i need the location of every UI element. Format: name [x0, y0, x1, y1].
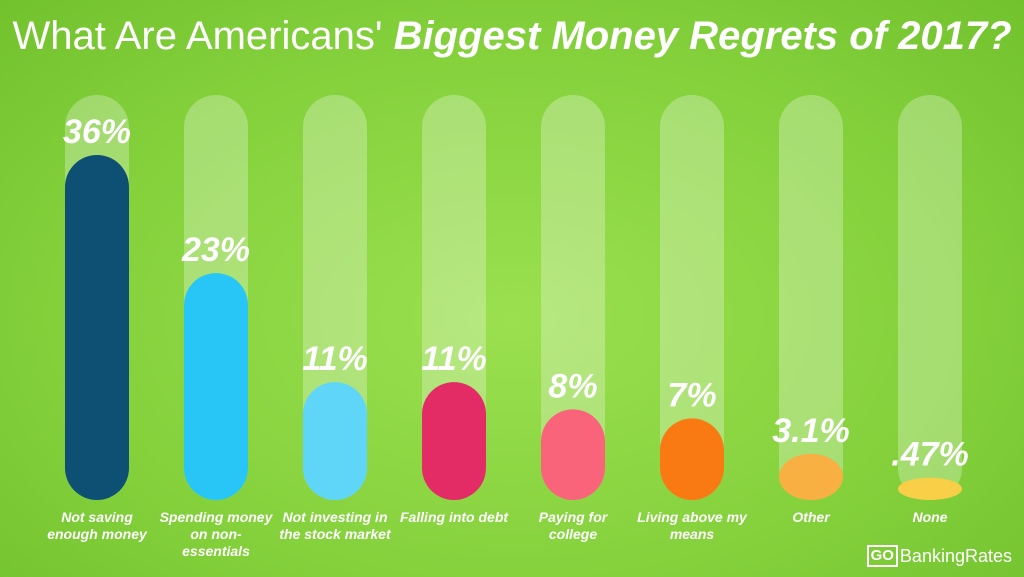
logo-go: GO — [866, 545, 898, 567]
bar — [660, 418, 724, 500]
value-label: 36% — [63, 113, 131, 151]
category-label: Other — [792, 509, 830, 525]
bar — [303, 382, 367, 500]
value-label: .47% — [891, 436, 969, 474]
category-label: Falling into debt — [399, 509, 509, 525]
title: What Are Americans' Biggest Money Regret… — [0, 14, 1024, 59]
logo-name: BankingRates — [899, 545, 1012, 566]
bar — [422, 382, 486, 500]
title-emphasis: Biggest Money Regrets of 2017? — [393, 14, 1012, 58]
track — [660, 95, 724, 500]
logo: GO BankingRates — [866, 545, 1012, 567]
value-label: 8% — [548, 367, 597, 405]
category-label: Not saving enough money — [47, 509, 147, 542]
track — [541, 95, 605, 500]
value-label: 11% — [421, 340, 487, 378]
value-label: 7% — [667, 376, 716, 414]
category-label: Paying for college — [538, 509, 608, 542]
value-label: 23% — [181, 231, 250, 269]
value-label: 3.1% — [772, 412, 850, 450]
title-regular: What Are Americans' — [12, 14, 383, 58]
bar — [779, 453, 843, 500]
category-label: None — [912, 509, 948, 525]
value-label: 11% — [302, 340, 368, 378]
bar — [898, 477, 962, 500]
bar — [65, 155, 129, 500]
track — [898, 95, 962, 500]
track — [779, 95, 843, 500]
category-label: Spending money on non-essentials — [159, 509, 273, 559]
category-label: Not investing in the stock market — [279, 509, 391, 542]
bar — [541, 409, 605, 500]
bar — [184, 273, 248, 500]
category-label: Living above my means — [637, 509, 747, 542]
